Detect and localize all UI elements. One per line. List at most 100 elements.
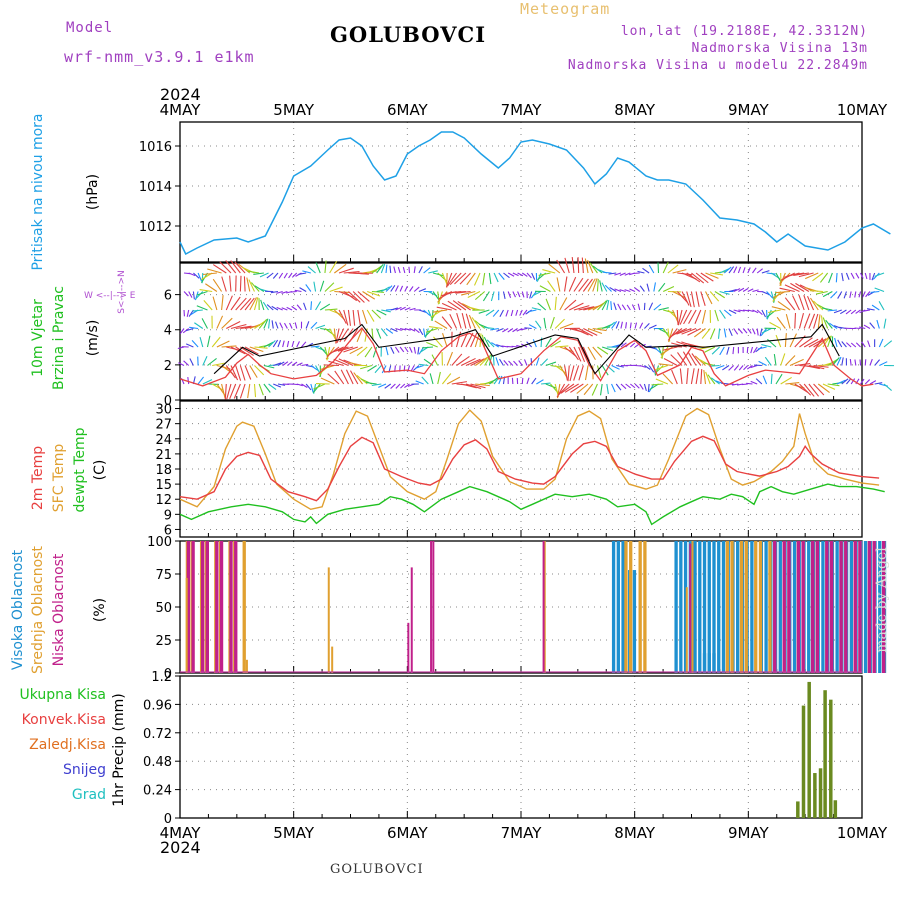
- wind-arrow: [871, 272, 876, 281]
- cloud-mid-bar: [185, 577, 188, 673]
- wind-arrow: [310, 383, 314, 393]
- tick-label: 0: [164, 667, 172, 682]
- wind-arrow: [518, 360, 523, 366]
- wind-arrow: [784, 333, 787, 348]
- wind-arrow: [432, 272, 444, 277]
- wind-arrow: [794, 363, 811, 367]
- wind-arrow: [705, 371, 711, 385]
- cloud-high-bar: [878, 541, 882, 673]
- wind-arrow: [315, 262, 321, 274]
- wind-arrow: [672, 328, 687, 336]
- wind-arrow: [841, 378, 849, 385]
- wind-arrow: [345, 369, 354, 385]
- wind-arrow: [226, 383, 232, 400]
- wind-arrow: [555, 345, 569, 348]
- wind-arrow: [493, 272, 499, 283]
- tick-label: 0: [164, 812, 172, 827]
- wind-arrow: [874, 272, 885, 277]
- wind-arrow: [672, 269, 687, 274]
- wind-arrow: [230, 260, 241, 274]
- wind-arrow: [835, 272, 838, 283]
- footer-station: GOLUBOVCI: [330, 862, 424, 877]
- wind-arrow: [276, 306, 283, 311]
- wind-arrow: [312, 383, 321, 394]
- wind-arrow: [789, 358, 804, 367]
- wind-arrow: [564, 299, 577, 311]
- wind-arrow: [821, 307, 833, 311]
- wind-arrow: [418, 363, 429, 367]
- cloud-high-bar: [674, 541, 678, 673]
- wind-arrow: [521, 272, 528, 277]
- wind-arrow: [541, 382, 551, 385]
- wind-arrow: [864, 359, 867, 366]
- wind-arrow: [273, 362, 282, 367]
- wind-arrow: [549, 316, 555, 329]
- wind-arrow: [263, 341, 274, 348]
- precip-legend-grad: Grad: [72, 787, 106, 803]
- wind-arrow: [841, 357, 844, 366]
- wind-arrow: [701, 309, 707, 324]
- temp-axis-dew: dewpt Temp: [72, 427, 88, 512]
- day-labels-top: 4MAY 5MAY 6MAY 7MAY 8MAY 9MAY 10MAY: [160, 101, 888, 119]
- wind-arrow: [761, 343, 772, 348]
- wind-arrow: [432, 309, 448, 313]
- wind-arrow: [545, 337, 552, 348]
- wind-arrow: [441, 302, 457, 311]
- wind-arrow: [750, 346, 754, 354]
- tick-label: 50: [155, 601, 172, 616]
- wind-arrow: [573, 305, 590, 311]
- wind-arrow: [719, 346, 725, 356]
- wind-arrow: [785, 382, 800, 385]
- wind-arrow: [466, 306, 481, 311]
- wind-arrow: [362, 309, 368, 324]
- wind-arrow: [450, 290, 466, 294]
- wind-arrow: [809, 290, 823, 293]
- wind-arrow: [352, 291, 365, 303]
- wind-arrow: [413, 346, 417, 354]
- wind-arrow: [815, 290, 828, 295]
- wind-arrow: [878, 338, 884, 348]
- temp-axis-2m: 2m Temp: [30, 446, 46, 510]
- wind-arrow: [271, 320, 274, 329]
- meteogram-label: Meteogram: [520, 0, 611, 18]
- wind-arrow: [279, 322, 284, 329]
- tick-label: 24: [155, 433, 172, 448]
- wind-arrow: [803, 383, 815, 397]
- wind-arrow: [567, 365, 570, 382]
- day-label-top: 6MAY: [387, 101, 429, 119]
- wind-arrow: [642, 267, 650, 274]
- wind-arrow: [301, 383, 308, 388]
- wind-arrow: [571, 257, 575, 274]
- wind-arrow: [759, 328, 763, 337]
- wind-arrow: [310, 365, 319, 371]
- wind-arrow: [709, 328, 716, 340]
- wind-arrow: [564, 383, 579, 393]
- tick-label: 4: [164, 324, 172, 339]
- wind-arrow: [413, 328, 420, 334]
- wind-arrow: [423, 328, 426, 337]
- wind-arrow: [531, 307, 542, 311]
- wind-arrow: [701, 328, 711, 339]
- wind-arrow: [343, 346, 359, 353]
- wind-arrow: [803, 338, 819, 348]
- wind-arrow: [402, 267, 406, 274]
- wind-arrow: [648, 324, 657, 330]
- wind-arrow: [859, 326, 866, 330]
- wind-arrow: [655, 378, 669, 385]
- wind-arrow: [770, 373, 773, 385]
- wind-arrow: [515, 309, 519, 316]
- dew-temp-line: [179, 483, 885, 526]
- wind-arrow: [878, 301, 885, 311]
- wind-arrow: [409, 346, 413, 353]
- wind-arrow: [714, 291, 726, 299]
- wind-arrow: [436, 306, 452, 311]
- wind-arrow: [578, 328, 593, 337]
- wind-arrow: [254, 285, 265, 292]
- wind-arrow: [578, 346, 586, 362]
- wind-arrow: [247, 383, 251, 399]
- wind-arrow: [863, 324, 871, 329]
- wind-arrow: [756, 328, 759, 336]
- wind-arrow: [869, 322, 876, 329]
- wind-arrow: [246, 277, 251, 292]
- wind-arrow: [671, 342, 687, 348]
